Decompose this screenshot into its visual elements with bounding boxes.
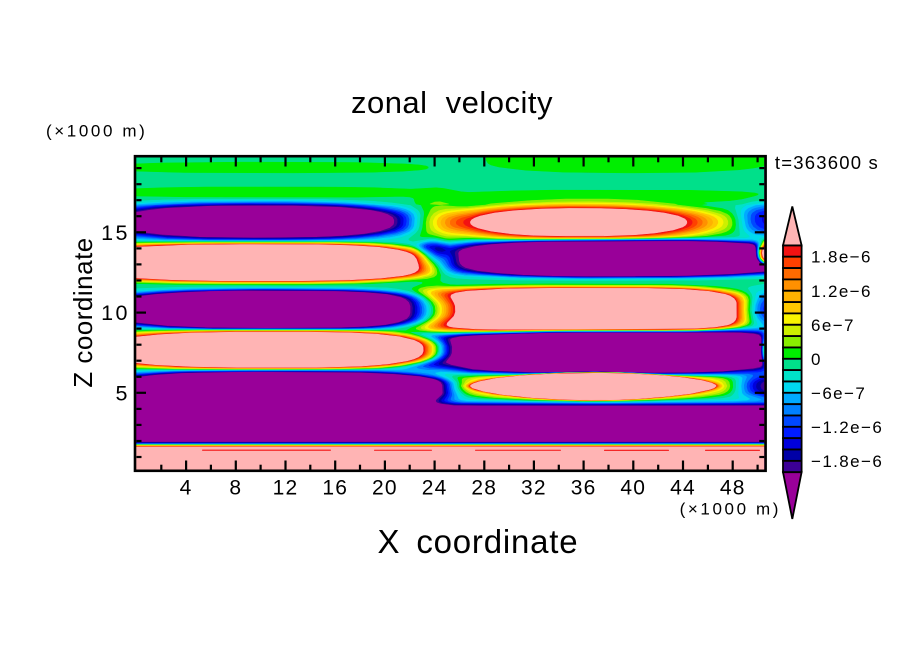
svg-text:4: 4 <box>180 477 193 500</box>
svg-text:16: 16 <box>322 477 348 500</box>
svg-text:44: 44 <box>670 477 696 500</box>
svg-text:1.8e−6: 1.8e−6 <box>811 248 872 267</box>
svg-text:Z coordinate: Z coordinate <box>68 237 98 388</box>
svg-text:10: 10 <box>101 301 130 325</box>
svg-text:40: 40 <box>620 477 646 500</box>
svg-text:X coordinate: X coordinate <box>378 523 579 560</box>
svg-text:6e−7: 6e−7 <box>811 316 855 335</box>
svg-text:−1.2e−6: −1.2e−6 <box>811 418 883 437</box>
svg-text:28: 28 <box>471 477 497 500</box>
svg-text:−6e−7: −6e−7 <box>811 384 866 403</box>
svg-text:48: 48 <box>720 477 746 500</box>
svg-text:(×1000 m): (×1000 m) <box>46 122 147 141</box>
svg-text:8: 8 <box>229 477 242 500</box>
svg-text:0: 0 <box>811 350 822 369</box>
svg-text:zonal velocity: zonal velocity <box>351 85 553 120</box>
svg-text:1.2e−6: 1.2e−6 <box>811 282 872 301</box>
svg-text:20: 20 <box>372 477 398 500</box>
svg-text:5: 5 <box>116 381 130 405</box>
svg-text:(×1000 m): (×1000 m) <box>680 500 781 519</box>
svg-text:24: 24 <box>422 477 448 500</box>
svg-text:15: 15 <box>101 221 130 245</box>
svg-text:32: 32 <box>521 477 547 500</box>
svg-text:36: 36 <box>571 477 597 500</box>
svg-text:−1.8e−6: −1.8e−6 <box>811 452 883 471</box>
svg-text:t=363600 s: t=363600 s <box>775 152 879 173</box>
svg-text:12: 12 <box>273 477 299 500</box>
